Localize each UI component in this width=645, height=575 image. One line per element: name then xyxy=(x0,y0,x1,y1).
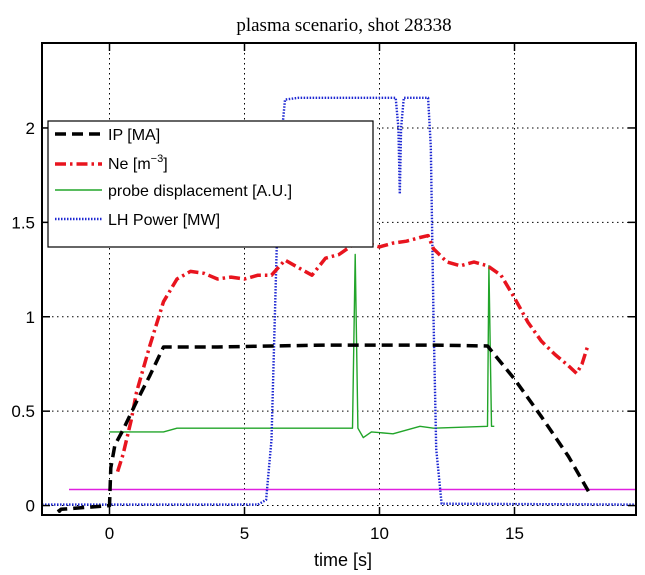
legend-label-ip: IP [MA] xyxy=(108,127,160,144)
ticks: 0 5 10 15 0 0.5 1 1.5 2 xyxy=(11,43,636,543)
legend-label-probe: probe displacement [A.U.] xyxy=(108,183,292,200)
x-tick-label: 5 xyxy=(240,524,249,543)
x-tick-label: 10 xyxy=(370,524,389,543)
y-tick-label: 1.5 xyxy=(11,213,35,232)
legend-label-ne-exponent: −3 xyxy=(151,153,164,165)
legend-label-lh: LH Power [MW] xyxy=(108,212,220,229)
y-tick-label: 2 xyxy=(26,119,35,138)
x-axis-label: time [s] xyxy=(314,550,372,570)
grid xyxy=(42,43,636,515)
legend-label-ne-base: Ne [m xyxy=(108,156,151,173)
legend: IP [MA] Ne [m−3] probe displacement [A.U… xyxy=(47,120,374,248)
x-tick-label: 0 xyxy=(105,524,114,543)
series-ne xyxy=(115,233,590,473)
chart-title: plasma scenario, shot 28338 xyxy=(236,15,451,36)
series-ip xyxy=(56,343,592,513)
y-tick-label: 1 xyxy=(26,308,35,327)
legend-box xyxy=(47,120,374,248)
x-tick-label: 15 xyxy=(505,524,524,543)
y-tick-label: 0 xyxy=(26,497,35,516)
series-lh-power xyxy=(42,96,637,506)
legend-label-ne-end: ] xyxy=(163,156,167,173)
plot-frame xyxy=(41,42,637,516)
legend-label-ne: Ne [m−3] xyxy=(108,153,168,173)
y-tick-label: 0.5 xyxy=(11,402,35,421)
